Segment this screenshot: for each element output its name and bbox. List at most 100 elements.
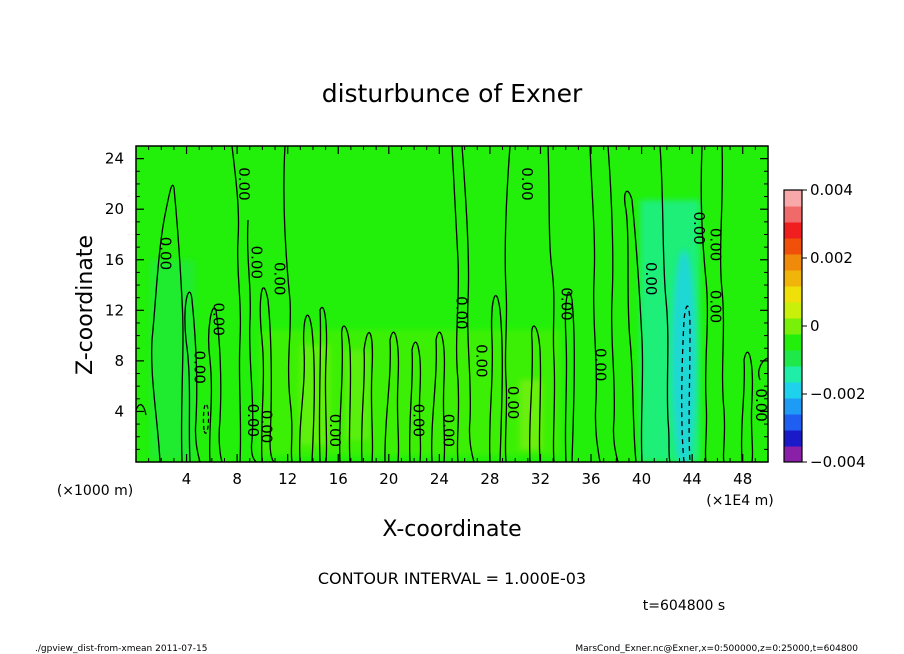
colorbar-swatch xyxy=(784,430,802,447)
colorbar-swatch xyxy=(784,318,802,335)
footer-right: MarsCond_Exner.nc@Exner,x=0:500000,z=0:2… xyxy=(575,644,858,654)
footer-left: ./gpview_dist-from-xmean 2011-07-15 xyxy=(35,644,207,654)
x-tick-label: 24 xyxy=(430,470,449,488)
contour-line xyxy=(564,291,575,462)
x-axis: 4 8 12 16 20 24 28 32 36 40 44 48 xyxy=(148,146,756,488)
y-axis-unit: (×1000 m) xyxy=(57,483,133,499)
contour-line-negative xyxy=(202,403,210,434)
contour-label: 0.00 xyxy=(409,404,427,437)
contour-label: 0.00 xyxy=(690,211,708,244)
y-tick-label: 24 xyxy=(105,150,124,168)
contour-line xyxy=(607,146,619,462)
field-anomaly-cold-core xyxy=(672,250,696,462)
contour-label: 0.00 xyxy=(258,410,276,443)
contour-interval: CONTOUR INTERVAL = 1.000E-03 xyxy=(318,569,586,588)
x-axis-label: X-coordinate xyxy=(382,517,521,542)
y-axis-label: Z-coordinate xyxy=(73,235,98,375)
x-tick-label: 12 xyxy=(278,470,297,488)
contour-line xyxy=(624,190,644,462)
x-tick-label: 40 xyxy=(632,470,651,488)
colorbar xyxy=(784,190,802,463)
contour-line xyxy=(488,295,503,462)
contour-labels: 0.000.000.00 0.000.000.000.000.00 0.00 0.00… xyxy=(157,167,770,447)
y-axis: 4 8 12 16 20 24 xyxy=(105,150,768,450)
contour-label: 0.00 xyxy=(452,296,470,329)
contour-label: 0.00 xyxy=(518,167,536,200)
contour-label: 0.00 xyxy=(235,167,253,200)
colorbar-swatch xyxy=(784,366,802,383)
x-tick-label: 44 xyxy=(683,470,702,488)
colorbar-swatch xyxy=(784,446,802,463)
contour-line xyxy=(700,146,709,462)
contour-label: 0.00 xyxy=(326,414,344,447)
contour-label: 0.00 xyxy=(706,228,724,261)
chart-title: disturbunce of Exner xyxy=(322,79,583,108)
contour-line xyxy=(758,357,768,381)
time-label: t=604800 s xyxy=(643,598,725,614)
contour-line xyxy=(318,307,328,462)
contour-line xyxy=(504,146,511,462)
contour-line xyxy=(208,307,223,462)
contour-line xyxy=(451,146,460,462)
x-tick-label: 32 xyxy=(531,470,550,488)
contour-line xyxy=(589,146,601,462)
contour-line xyxy=(719,146,726,462)
contour-line xyxy=(384,331,400,462)
contour-line xyxy=(740,351,754,462)
contour-label: 0.00 xyxy=(591,348,609,381)
contour-label: 0.00 xyxy=(473,344,491,377)
contour-label: 0.00 xyxy=(157,237,175,270)
x-axis-unit: (×1E4 m) xyxy=(706,493,773,509)
contour-line xyxy=(231,146,242,462)
contour-label: 0.00 xyxy=(504,386,522,419)
contour-label: 0.00 xyxy=(642,262,660,295)
colorbar-swatch xyxy=(784,238,802,255)
colorbar-swatch xyxy=(784,254,802,271)
x-tick-label: 8 xyxy=(232,470,242,488)
contour-line xyxy=(151,184,184,462)
colorbar-swatch xyxy=(784,382,802,399)
contour-label: 0.00 xyxy=(248,246,266,279)
colorbar-swatch xyxy=(784,334,802,351)
contour-layer xyxy=(136,146,768,462)
field-anomaly-warm-3 xyxy=(520,380,542,450)
field-anomaly-warm-2 xyxy=(345,350,370,440)
colorbar-swatch xyxy=(784,398,802,415)
contour-line xyxy=(184,291,201,462)
contour-label: 0.00 xyxy=(752,388,770,421)
contour-line xyxy=(299,314,315,462)
contour-label: 0.00 xyxy=(706,290,724,323)
contour-label: 0.00 xyxy=(191,350,209,383)
y-tick-label: 12 xyxy=(105,301,124,319)
contour-label: 0.00 xyxy=(270,262,288,295)
y-tick-label: 8 xyxy=(114,352,124,370)
contour-line-negative xyxy=(681,305,691,462)
contour-line xyxy=(431,331,446,462)
contour-line xyxy=(259,287,275,462)
colorbar-tick-label: −0.002 xyxy=(810,385,866,403)
x-tick-label: 36 xyxy=(581,470,600,488)
colorbar-swatch xyxy=(784,350,802,367)
colorbar-swatch xyxy=(784,286,802,303)
contour-line xyxy=(338,325,352,462)
colorbar-swatch xyxy=(784,414,802,431)
contour-label: 0.00 xyxy=(244,404,262,437)
x-tick-label: 20 xyxy=(379,470,398,488)
colorbar-tick-label: 0.004 xyxy=(810,181,853,199)
contour-line xyxy=(528,325,542,462)
x-tick-label: 48 xyxy=(733,470,752,488)
y-tick-label: 16 xyxy=(105,251,124,269)
colorbar-ticks: 0.004 0.002 0 −0.002 −0.004 xyxy=(802,181,866,471)
x-tick-label: 16 xyxy=(329,470,348,488)
y-tick-label: 20 xyxy=(105,200,124,218)
y-tick-label: 4 xyxy=(114,402,124,420)
colorbar-swatch xyxy=(784,206,802,223)
contour-line xyxy=(461,146,475,462)
contour-line xyxy=(659,146,671,462)
colorbar-tick-label: 0.002 xyxy=(810,249,853,267)
contour-line xyxy=(283,146,293,462)
colorbar-swatch xyxy=(784,190,802,207)
x-tick-label: 28 xyxy=(480,470,499,488)
